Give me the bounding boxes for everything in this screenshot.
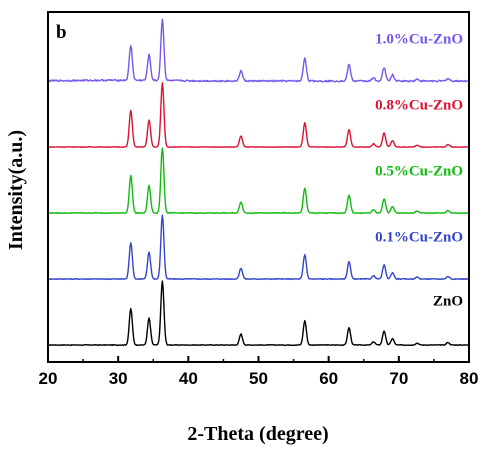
series-label: 0.5%Cu-ZnO	[375, 163, 463, 179]
x-tick-label: 20	[39, 369, 58, 388]
y-axis-title: Intensity(a.u.)	[5, 130, 27, 250]
trace-zno	[47, 280, 470, 347]
x-tick-label: 50	[249, 369, 268, 388]
x-tick-label: 60	[319, 369, 338, 388]
series-traces	[47, 18, 470, 347]
plot-frame	[47, 11, 470, 363]
panel-label: b	[56, 22, 67, 43]
series-label: ZnO	[433, 293, 463, 309]
series-labels: ZnO 0.1%Cu-ZnO 0.5%Cu-ZnO 0.8%Cu-ZnO 1.0%Cu-…	[375, 31, 463, 309]
x-tick-label: 80	[460, 369, 479, 388]
trace-0-5-cu-zno	[47, 147, 470, 215]
series-label: 0.8%Cu-ZnO	[375, 97, 463, 113]
series-label: 1.0%Cu-ZnO	[375, 31, 463, 47]
x-tick-label: 30	[109, 369, 128, 388]
series-label: 0.1%Cu-ZnO	[375, 229, 463, 245]
trace-1-0-cu-zno	[47, 18, 470, 83]
x-axis-ticks: 20 30 40 50 60 70 80	[39, 356, 479, 388]
x-axis-title: 2-Theta (degree)	[187, 423, 328, 445]
trace-0-8-cu-zno	[47, 82, 470, 148]
x-tick-label: 70	[389, 369, 408, 388]
trace-0-1-cu-zno	[47, 214, 470, 281]
x-tick-label: 40	[179, 369, 198, 388]
